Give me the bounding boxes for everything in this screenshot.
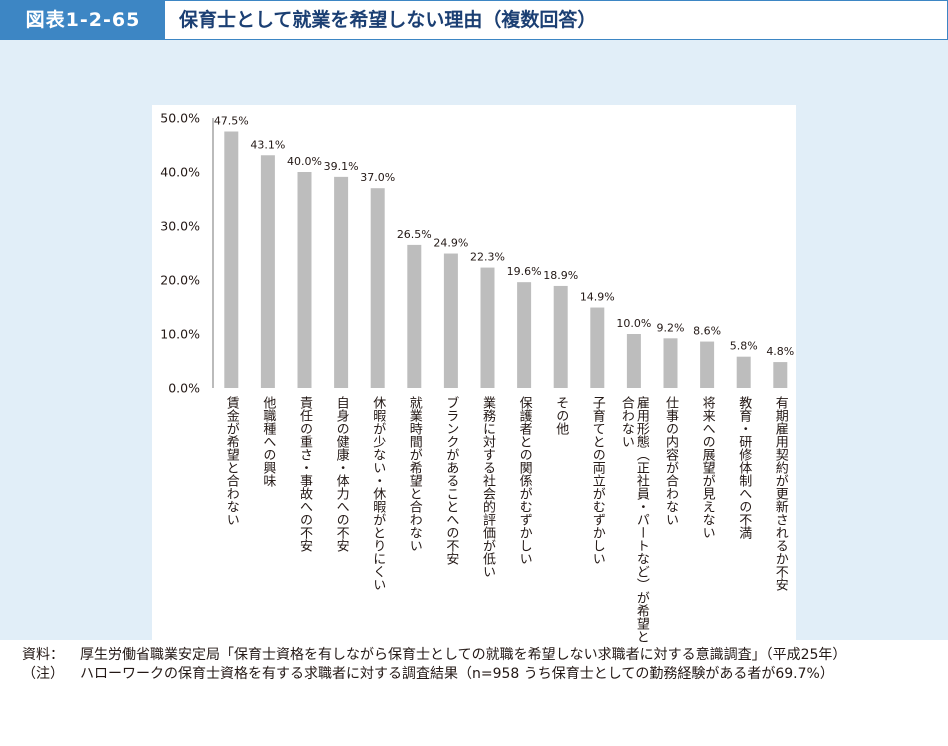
y-tick-label: 20.0% [160, 273, 200, 288]
data-label: 19.6% [507, 265, 542, 278]
figure-header: 図表1-2-65 保育士として就業を希望しない理由（複数回答） [0, 0, 948, 40]
bar [224, 131, 239, 388]
data-label: 40.0% [287, 155, 322, 168]
category-label: 合わない [619, 396, 635, 448]
category-label: 賃金が希望と合わない [224, 396, 240, 526]
bar [736, 356, 751, 388]
data-label: 8.6% [693, 325, 721, 338]
bar [260, 155, 275, 388]
data-label: 24.9% [433, 237, 468, 250]
bar [517, 282, 532, 388]
bar [590, 307, 605, 388]
data-label: 10.0% [616, 317, 651, 330]
bar [626, 334, 641, 388]
bar-chart: 0.0% 10.0% 20.0% 30.0% 40.0% 50.0% 47.5% 賃金が希望と… [160, 111, 794, 644]
y-tick-label: 10.0% [160, 327, 200, 342]
data-label: 14.9% [580, 291, 615, 304]
bar [480, 267, 495, 388]
data-label: 4.8% [766, 345, 794, 358]
category-label: 業務に対する社会的評価が低い [480, 395, 496, 578]
footnote-label: （注） [22, 666, 64, 682]
bar [334, 176, 349, 388]
category-label: 仕事の内容が合わない [663, 396, 679, 526]
figure-notes: 資料： 厚生労働省職業安定局「保育士資格を有しながら保育士としての就職を希望しな… [22, 646, 932, 684]
category-label: 責任の重さ・事故への不安 [297, 396, 313, 552]
footnote-text: ハローワークの保育士資格を有する求職者に対する調査結果（n=958 うち保育士と… [80, 666, 834, 682]
bar [773, 362, 788, 388]
category-label: 自身の健康・体力への不安 [334, 396, 350, 552]
data-label: 26.5% [397, 228, 432, 241]
figure-panel: 0.0% 10.0% 20.0% 30.0% 40.0% 50.0% 47.5% 賃金が希望と… [0, 40, 948, 667]
category-label: 就業時間が希望と合わない [407, 396, 423, 552]
category-label: 将来への展望が見えない [700, 396, 716, 539]
data-label: 43.1% [250, 138, 285, 151]
data-label: 47.5% [214, 115, 249, 128]
data-label: 39.1% [324, 160, 359, 173]
category-label: ブランクがあることへの不安 [443, 395, 459, 565]
category-label: 保護者との関係がむずかしい [517, 396, 533, 565]
bar [553, 285, 568, 388]
chart-area: 0.0% 10.0% 20.0% 30.0% 40.0% 50.0% 47.5% 賃金が希望と… [152, 105, 796, 667]
y-tick-label: 30.0% [160, 219, 200, 234]
footnote: （注） ハローワークの保育士資格を有する求職者に対する調査結果（n=958 うち… [22, 665, 932, 684]
y-tick-label: 50.0% [160, 111, 200, 126]
category-label: その他 [553, 396, 569, 436]
bar [663, 338, 678, 388]
data-label: 9.2% [657, 321, 685, 334]
bar [370, 188, 385, 388]
bar [443, 253, 458, 388]
figure-label: 図表1-2-65 [1, 1, 165, 39]
data-label: 37.0% [360, 171, 395, 184]
y-tick-label: 40.0% [160, 165, 200, 180]
data-label: 18.9% [543, 269, 578, 282]
source-note-label: 資料： [22, 647, 64, 663]
category-label: 休暇が少ない・休暇がとりにくい [370, 396, 386, 591]
source-note-text: 厚生労働省職業安定局「保育士資格を有しながら保育士としての就職を希望しない求職者… [80, 647, 847, 663]
category-label: 他職種への興味 [260, 396, 276, 487]
category-label: 子育てとの両立がむずかしい [590, 396, 606, 565]
category-label: 有期雇用契約が更新されるか不安 [773, 396, 789, 591]
source-note: 資料： 厚生労働省職業安定局「保育士資格を有しながら保育士としての就職を希望しな… [22, 646, 932, 665]
category-label: 雇用形態（正社員・パートなど）が希望と [634, 395, 650, 643]
data-label: 22.3% [470, 251, 505, 264]
y-tick-label: 0.0% [168, 381, 200, 396]
bar [407, 244, 422, 388]
figure-title: 保育士として就業を希望しない理由（複数回答） [179, 9, 597, 31]
data-label: 5.8% [730, 340, 758, 353]
bar [700, 341, 715, 388]
bar [297, 172, 312, 388]
category-label: 教育・研修体制への不満 [736, 395, 752, 539]
